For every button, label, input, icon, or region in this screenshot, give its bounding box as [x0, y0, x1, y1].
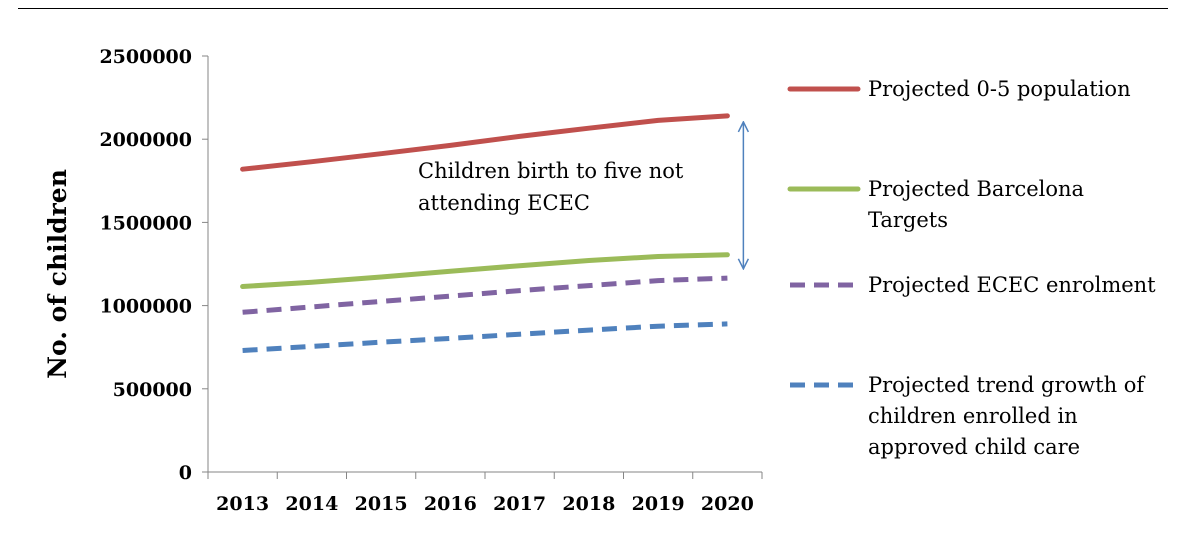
y-axis-title: No. of children [43, 169, 72, 379]
series-line-3 [242, 275, 728, 315]
legend-label-4: Projected trend growth of [868, 373, 1146, 397]
series-line-1 [240, 113, 730, 172]
x-tick-label: 2017 [493, 493, 546, 515]
y-tick-label: 500000 [113, 379, 192, 401]
x-tick-label: 2019 [632, 493, 685, 515]
series-line-4 [242, 321, 728, 353]
legend: Projected 0-5 population Projected Barcel… [787, 77, 1156, 459]
x-tick-label: 2014 [285, 493, 338, 515]
y-tick-label: 2500000 [99, 46, 192, 68]
x-tick-label: 2016 [424, 493, 477, 515]
legend-label-3: Projected ECEC enrolment [868, 273, 1156, 297]
series-lines [240, 113, 730, 353]
legend-label-4: approved child care [868, 435, 1080, 459]
legend-label-2: Targets [868, 208, 948, 232]
y-tick-label: 2000000 [99, 129, 192, 151]
legend-label-2: Projected Barcelona [868, 177, 1084, 201]
y-tick-label: 1000000 [99, 296, 192, 318]
series-line-2 [240, 252, 730, 289]
x-tick-label: 2018 [562, 493, 615, 515]
axes: 0 500000 1000000 1500000 2000000 2500000 2013 2… [43, 46, 763, 515]
legend-label-1: Projected 0-5 population [868, 77, 1131, 101]
x-tick-label: 2015 [355, 493, 408, 515]
x-tick-label: 2013 [216, 493, 269, 515]
legend-label-4: children enrolled in [868, 404, 1078, 428]
y-tick-label: 1500000 [99, 212, 192, 234]
top-rule [18, 8, 1168, 9]
annotation-text: Children birth to five not [418, 159, 684, 183]
annotation-text: attending ECEC [418, 191, 590, 215]
y-tick-label: 0 [179, 462, 192, 484]
x-tick-label: 2020 [701, 493, 754, 515]
annotation: Children birth to five not attending ECEC [418, 122, 743, 269]
